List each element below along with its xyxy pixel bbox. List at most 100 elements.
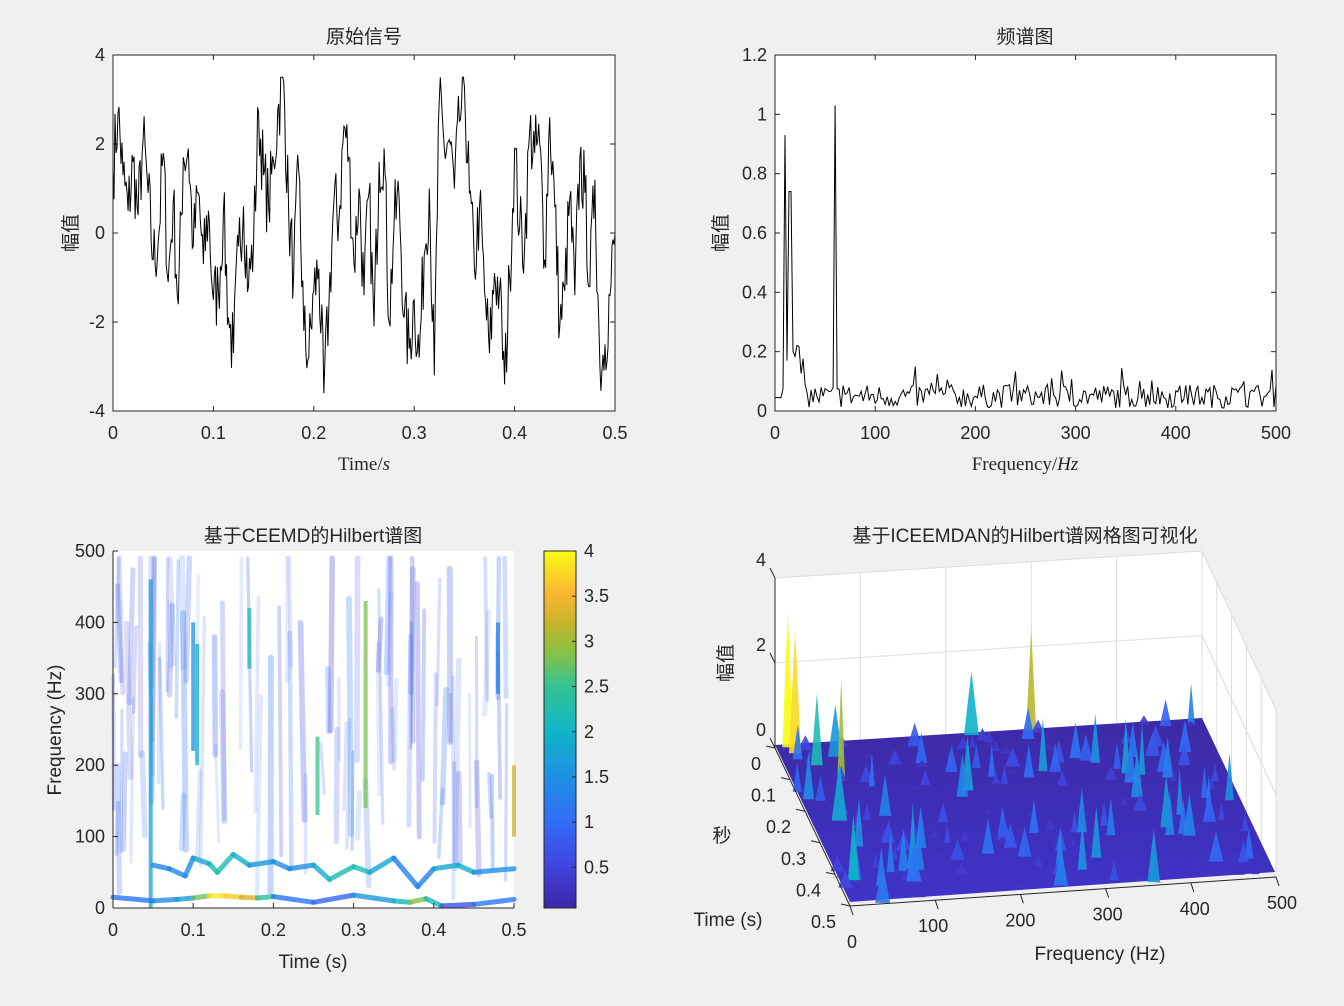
colorbar-tick-label: 2 xyxy=(584,722,594,742)
hilbert-streak xyxy=(213,743,221,843)
plot1-axes-bg xyxy=(113,55,615,411)
hilbert-streak xyxy=(333,726,340,845)
mesh-peak xyxy=(1044,819,1056,830)
hilbert-ridge xyxy=(254,894,276,901)
mesh-peak xyxy=(1170,771,1177,782)
spectrum-line xyxy=(775,105,1277,409)
ytick-label: 0.4 xyxy=(742,282,767,302)
hilbert-streak xyxy=(253,595,261,814)
mesh-peak xyxy=(797,735,814,751)
xtick-label: 0.5 xyxy=(602,423,627,443)
colorbar-tick-label: 3.5 xyxy=(584,586,609,606)
mesh-peak xyxy=(811,693,823,766)
plot3-ticks: 0 0.1 0.2 0.3 0.4 0.5 0 100 200 300 400 500 xyxy=(75,541,527,940)
mesh-peak xyxy=(1225,752,1234,801)
hilbert-streak xyxy=(473,759,482,878)
ytick-label: -4 xyxy=(89,401,105,421)
hilbert-ridge xyxy=(270,894,316,905)
ytick-label: 200 xyxy=(75,755,105,775)
mesh-peak xyxy=(1230,869,1245,875)
mesh-peak xyxy=(960,830,970,842)
mesh-peak xyxy=(1133,793,1148,811)
mesh-peak xyxy=(972,743,981,768)
plot4-ylabel: Time (s) xyxy=(694,910,763,931)
ytick-label: 0.6 xyxy=(742,223,767,243)
hilbert-ridge xyxy=(407,896,429,905)
ytick-mark xyxy=(795,808,806,812)
plot2-axes-box xyxy=(774,54,1277,412)
hilbert-streak xyxy=(121,751,128,852)
hilbert-streak xyxy=(113,556,121,669)
mesh-peak xyxy=(864,751,874,759)
ytick-label: 0.3 xyxy=(781,849,806,869)
xtick-mark xyxy=(934,900,939,910)
mesh-peak xyxy=(792,724,803,760)
hilbert-streak xyxy=(119,708,124,854)
mesh-peak xyxy=(1029,799,1039,833)
hilbert-streak xyxy=(195,768,203,860)
mesh-peak xyxy=(907,722,922,747)
hilbert-ridge xyxy=(110,894,156,904)
mesh-peak xyxy=(1034,854,1043,867)
mesh-peak xyxy=(937,802,949,823)
mesh-peak xyxy=(1134,851,1143,856)
hilbert-streak xyxy=(435,577,442,707)
hilbert-ridge xyxy=(150,896,180,904)
hilbert-streak xyxy=(183,555,193,684)
mesh-peak xyxy=(875,865,891,903)
mesh-peak xyxy=(1011,879,1026,881)
xtick-label: 200 xyxy=(960,423,990,443)
hilbert-streak xyxy=(156,642,162,785)
mesh-peak xyxy=(1211,762,1218,782)
hilbert-streak xyxy=(297,619,308,823)
mesh-peak xyxy=(1147,829,1161,883)
xtick-label: 0.5 xyxy=(501,920,526,940)
hilbert-streak xyxy=(131,625,138,714)
hilbert-streak xyxy=(385,591,394,687)
xtick-label: 100 xyxy=(918,916,948,936)
hilbert-streak xyxy=(409,620,413,749)
mesh-peak xyxy=(1042,861,1055,862)
hilbert-streak xyxy=(337,677,341,762)
hilbert-streak xyxy=(468,693,472,829)
mesh-peak xyxy=(782,611,794,748)
xtick-mark xyxy=(1190,882,1195,892)
mesh-peak xyxy=(962,809,973,811)
mesh-peak xyxy=(1026,629,1037,732)
hilbert-streak xyxy=(219,600,227,822)
ytick-label: 0.1 xyxy=(751,786,776,806)
hilbert-streak xyxy=(377,588,385,825)
hilbert-ridge xyxy=(327,864,357,882)
hilbert-streak xyxy=(319,741,326,796)
hilbert-streak xyxy=(350,750,355,852)
ztick-label: 4 xyxy=(756,550,766,570)
hilbert-streak xyxy=(414,581,422,840)
plot1-axes-box xyxy=(112,54,616,412)
hilbert-streak xyxy=(115,763,122,895)
ztick-mark xyxy=(769,737,776,749)
hilbert-streak xyxy=(452,761,458,872)
ytick-mark xyxy=(765,745,776,749)
hilbert-streak xyxy=(346,595,355,838)
hilbert-streak xyxy=(168,555,177,667)
mesh-gridline xyxy=(1201,635,1277,795)
plot2-axes-bg xyxy=(775,55,1276,411)
xtick-label: 0 xyxy=(847,932,857,952)
mesh-peak xyxy=(1069,722,1082,759)
plot2-ylabel: 幅值 xyxy=(710,214,732,252)
plot4-title: 基于ICEEMDAN的Hilbert谱网格图可视化 xyxy=(852,525,1197,547)
hilbert-ridge xyxy=(367,855,397,875)
hilbert-ridge xyxy=(439,901,477,909)
mesh-peak xyxy=(1116,843,1128,849)
mesh-peak xyxy=(1178,742,1191,766)
plot3-axes-bg xyxy=(113,551,514,908)
hilbert-ridge xyxy=(423,896,445,909)
hilbert-streak xyxy=(139,749,148,839)
ytick-mark xyxy=(810,840,821,844)
mesh-peak xyxy=(1069,837,1077,847)
mesh-peak xyxy=(830,855,845,872)
colorbar-tick-label: 1.5 xyxy=(584,767,609,787)
mesh-peak xyxy=(920,768,931,786)
colorbar-tick-label: 2.5 xyxy=(584,677,609,697)
mesh-peak xyxy=(932,847,945,852)
